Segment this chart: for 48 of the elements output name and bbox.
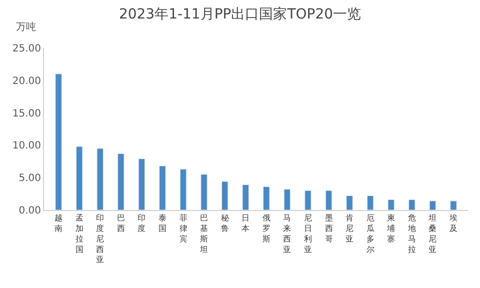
bar [96,148,104,210]
x-tick-label: 俄罗斯 [262,214,270,244]
x-tick-label: 巴基斯坦 [199,214,208,254]
bar [284,189,291,210]
x-tick-label: 越南 [54,214,63,233]
bar [242,184,249,210]
x-tick-label: 印度尼西亚 [96,214,104,264]
x-tick-label: 柬埔寨 [386,214,396,244]
x-tick-label: 墨西哥 [324,214,333,244]
y-tick-label: 10.00 [12,140,41,152]
x-tick-label: 马来西亚 [283,214,292,254]
bar [450,200,457,210]
bar [429,200,436,210]
y-tick-label: 5.00 [18,173,41,184]
x-tick-label: 尼日利亚 [304,214,312,254]
bar [180,168,187,210]
x-tick-label: 菲律宾 [179,214,188,244]
x-tick-label: 危地马拉 [406,214,416,254]
bar [200,174,208,210]
x-tick-label: 印度 [138,214,146,233]
bar [366,195,374,210]
bar [263,186,270,210]
bar [388,199,394,210]
x-tick-label: 厄瓜多尔 [366,214,374,254]
x-tick-label: 日本 [242,214,250,233]
y-tick-label: 25.00 [12,44,41,54]
x-tick-label: 秘鲁 [220,214,229,233]
bar [325,190,332,210]
bar [55,74,62,210]
x-tick-label: 孟加拉国 [75,214,84,254]
y-tick-label: 15.00 [12,108,41,120]
y-axis-title: 万吨 [16,21,36,33]
bar [76,146,83,210]
y-tick-label: 0.00 [18,206,41,216]
x-tick-label: 肯尼亚 [346,214,354,244]
x-tick-label: 坦桑尼亚 [428,214,437,254]
bar [408,199,416,210]
x-tick-label: 埃及 [448,214,458,233]
bar [159,166,166,210]
bar [138,158,146,210]
bar [346,195,353,210]
x-tick-label: 巴西 [116,214,125,233]
chart-title: 2023年1-11月PP出口国家TOP20一览 [118,6,362,22]
bar [221,181,228,210]
bar [304,190,312,210]
y-tick-label: 20.00 [12,76,41,87]
x-tick-label: 泰国 [158,214,166,233]
bar [118,153,124,210]
